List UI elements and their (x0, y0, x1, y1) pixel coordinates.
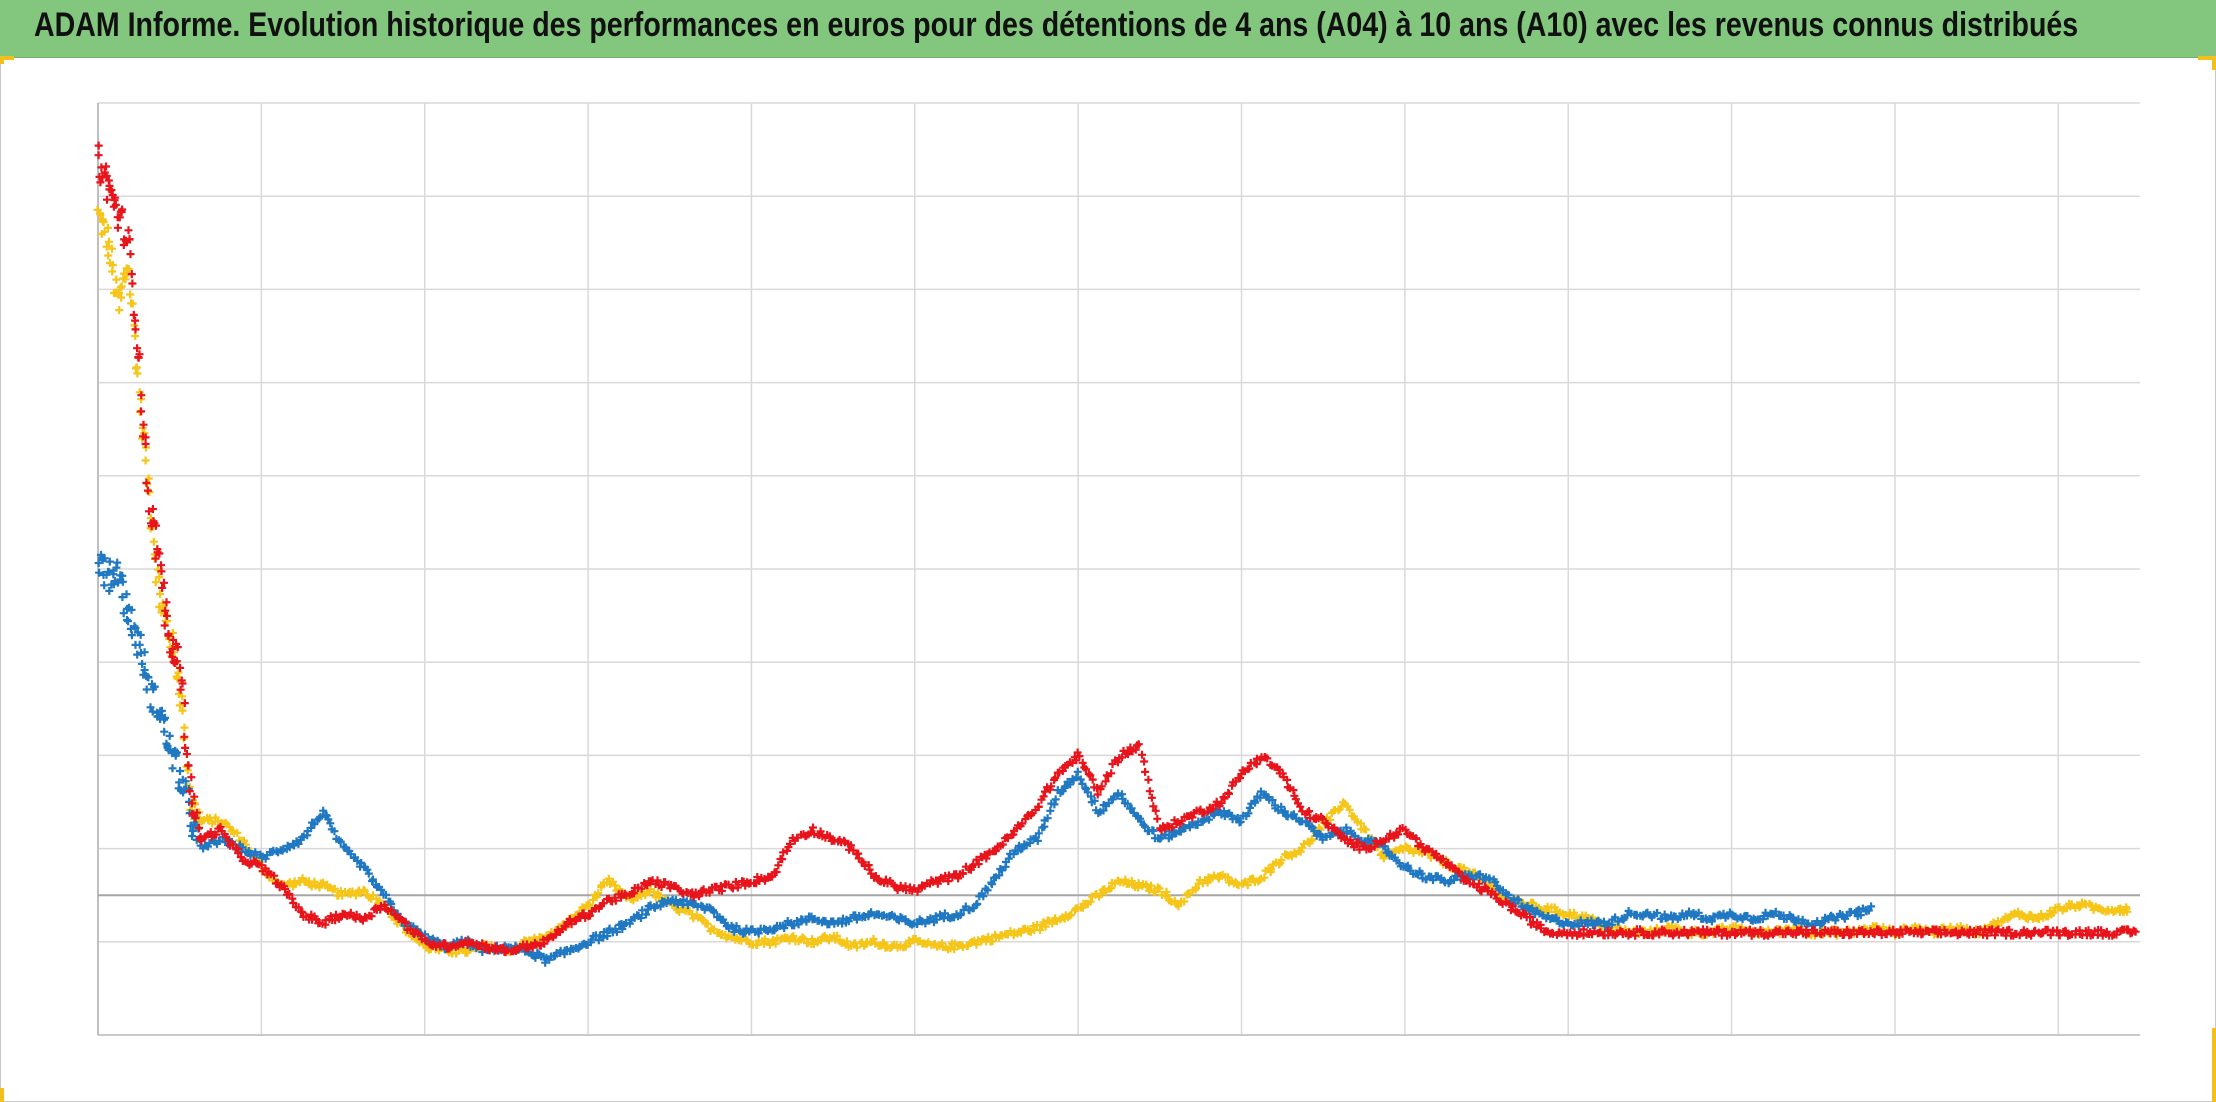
corner-mark-bottom-left (0, 1088, 4, 1102)
corner-mark-top-left-vertical (0, 56, 4, 64)
series-1 (94, 550, 1876, 967)
series-2 (94, 141, 2140, 957)
series-1-markers (94, 550, 1876, 967)
grid-lines (97, 102, 2140, 1036)
data-marks (93, 141, 2140, 967)
corner-mark-top-right-vertical (2212, 56, 2216, 70)
corner-mark-bottom-right (2212, 1028, 2216, 1102)
corner-mark-top-left (0, 56, 14, 60)
chart-title-bar: ADAM Informe. Evolution historique des p… (0, 0, 2216, 58)
series-0 (93, 205, 2132, 958)
series-0-markers (93, 205, 2132, 958)
series-2-markers (94, 141, 2140, 957)
chart-title: ADAM Informe. Evolution historique des p… (34, 6, 2079, 44)
corner-mark-top-right (2198, 56, 2216, 60)
